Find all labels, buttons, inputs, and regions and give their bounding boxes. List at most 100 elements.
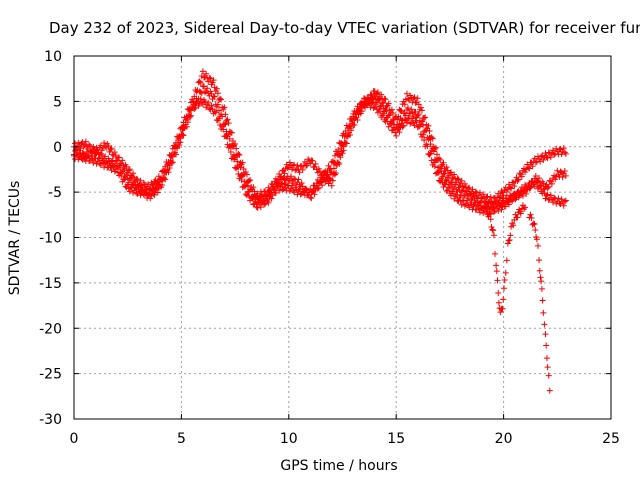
data-point [438,168,445,175]
data-point [488,223,495,230]
data-point [421,114,428,121]
data-point [76,147,83,154]
data-point [277,176,284,183]
data-point [493,268,500,275]
data-point [531,221,538,228]
data-point [438,175,445,182]
data-point [211,108,218,115]
data-point [424,143,431,150]
data-point [111,149,118,156]
data-point [224,116,231,123]
data-point [396,129,403,136]
data-point [139,186,146,193]
data-point [97,150,104,157]
data-point [146,187,153,194]
data-point [198,90,205,97]
data-point [78,155,85,162]
data-point [502,269,509,276]
y-tick-label: -15 [39,276,62,292]
data-point [290,180,297,187]
data-point [261,201,268,208]
data-point [559,174,566,181]
data-point [213,85,220,92]
data-point [507,184,514,191]
data-point [493,262,500,269]
data-point [552,176,559,183]
y-tick-label: -20 [39,321,62,337]
data-point [381,95,388,102]
data-point [153,179,160,186]
data-point [414,112,421,119]
data-point [233,165,240,172]
data-point [526,180,533,187]
data-point [415,111,422,118]
data-point [337,152,344,159]
data-point [376,96,383,103]
data-point [215,107,222,114]
data-point [531,183,538,190]
data-point [500,285,507,292]
data-point [212,109,219,116]
data-point [540,180,547,187]
data-point [545,149,552,156]
data-point [229,143,236,150]
x-tick-label: 15 [387,431,405,447]
data-point [467,191,474,198]
data-point [359,102,366,109]
data-point [490,232,497,239]
data-point [497,309,504,316]
data-point [533,179,540,186]
data-point [295,176,302,183]
data-point [249,195,256,202]
data-point [356,106,363,113]
data-point [503,189,510,196]
data-point [417,104,424,111]
data-point [503,257,510,264]
data-point [94,146,101,153]
data-point [320,175,327,182]
data-point [545,372,552,379]
data-point [481,199,488,206]
data-point [524,161,531,168]
data-point [181,124,188,131]
data-point [210,77,217,84]
data-point [495,290,502,297]
data-point [538,153,545,160]
y-tick-label: 0 [53,140,62,156]
data-point [514,177,521,184]
data-point [255,199,262,206]
data-point [441,170,448,177]
data-point [312,160,319,167]
data-point [409,115,416,122]
data-point [405,105,412,112]
data-point [82,138,89,145]
data-point [353,109,360,116]
data-point [484,193,491,200]
data-point [281,181,288,188]
data-point [95,155,102,162]
data-point [487,210,494,217]
data-point [411,94,418,101]
data-point [132,184,139,191]
data-point [179,131,186,138]
data-point [335,146,342,153]
data-point [297,191,304,198]
data-point [537,158,544,165]
data-point [227,148,234,155]
data-point [449,179,456,186]
data-point [296,169,303,176]
data-point [458,201,465,208]
y-tick-label: -5 [48,185,62,201]
data-point [289,182,296,189]
data-point [91,146,98,153]
data-point [547,154,554,161]
data-point [248,194,255,201]
data-point [382,105,389,112]
data-point [542,195,549,202]
data-point [72,140,79,147]
data-point [228,129,235,136]
data-point [327,165,334,172]
data-point [301,158,308,165]
data-point [415,101,422,108]
